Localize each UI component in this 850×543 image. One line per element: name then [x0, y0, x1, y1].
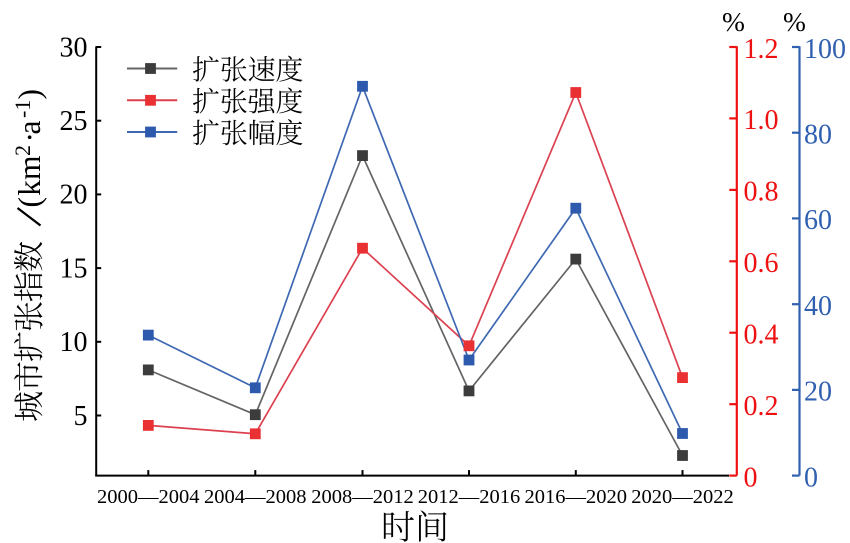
svg-text:1.0: 1.0: [744, 105, 779, 136]
svg-text:2: 2: [10, 145, 35, 156]
svg-text:5: 5: [74, 401, 88, 432]
svg-text:%: %: [722, 6, 745, 37]
svg-text:%: %: [783, 6, 806, 37]
svg-text:2012—2016: 2012—2016: [418, 486, 521, 508]
svg-text:): ): [12, 89, 47, 100]
svg-text:15: 15: [60, 253, 88, 284]
svg-text:2020—2022: 2020—2022: [631, 486, 734, 508]
svg-text:30: 30: [60, 32, 88, 63]
svg-text:2004—2008: 2004—2008: [204, 486, 307, 508]
svg-text:-1: -1: [10, 100, 35, 118]
svg-text:10: 10: [60, 327, 88, 358]
svg-text:0.2: 0.2: [744, 391, 779, 422]
svg-text:20: 20: [804, 377, 832, 408]
svg-text:80: 80: [804, 120, 832, 151]
svg-text:0.8: 0.8: [744, 177, 779, 208]
svg-text:2016—2020: 2016—2020: [525, 486, 628, 508]
svg-text:20: 20: [60, 180, 88, 211]
svg-text:100: 100: [804, 34, 846, 65]
svg-text:0: 0: [744, 462, 758, 493]
svg-text:0.6: 0.6: [744, 248, 779, 279]
svg-text:·: ·: [12, 132, 47, 143]
svg-text:km: km: [12, 155, 47, 196]
svg-text:25: 25: [60, 106, 88, 137]
svg-text:60: 60: [804, 205, 832, 236]
svg-text:40: 40: [804, 291, 832, 322]
svg-text:0.4: 0.4: [744, 320, 779, 351]
svg-text:2000—2004: 2000—2004: [97, 486, 200, 508]
svg-text:2008—2012: 2008—2012: [311, 486, 414, 508]
svg-text:a: a: [12, 121, 47, 135]
svg-text:(: (: [12, 197, 47, 208]
svg-text:1.2: 1.2: [744, 34, 779, 65]
svg-text:0: 0: [804, 462, 818, 493]
